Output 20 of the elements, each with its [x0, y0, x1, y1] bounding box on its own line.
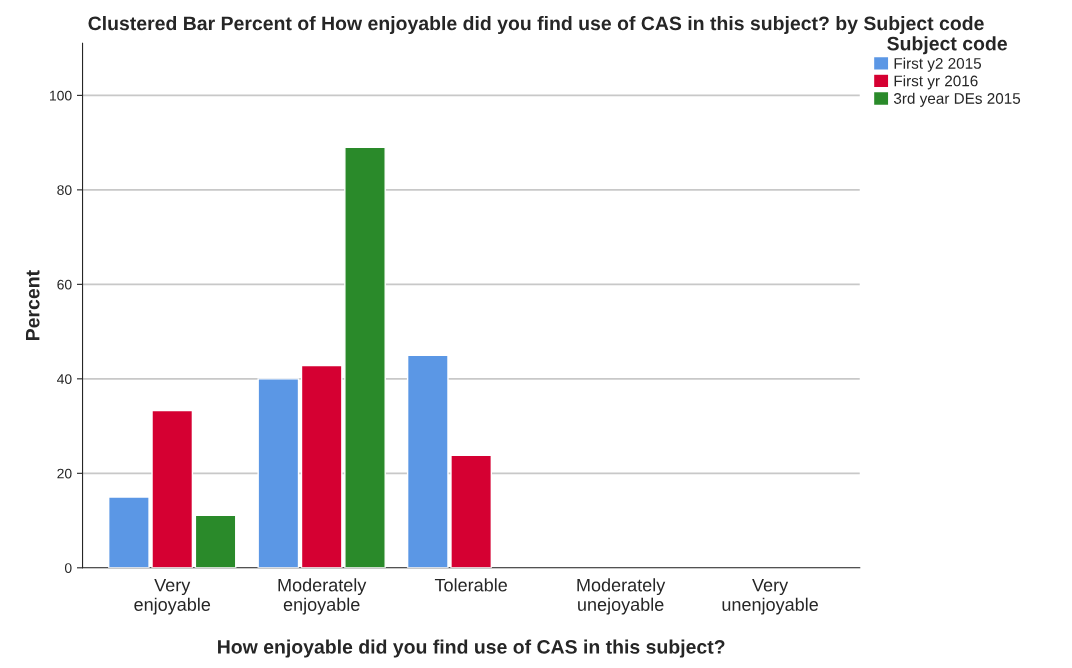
x-tick-label: Tolerable [434, 578, 507, 592]
x-axis-title: How enjoyable did you find use of CAS in this subject? [218, 639, 725, 658]
y-tick-label: 60 [57, 279, 72, 290]
bar [257, 378, 300, 568]
x-tick-label: Moderately unejoyable [577, 578, 666, 615]
chart-title: Clustered Bar Percent of How enjoyable did you find use of CAS in this subject? by Subject code [88, 15, 984, 35]
y-tick-label: 40 [57, 374, 72, 384]
legend-title: Subject code [887, 36, 1007, 55]
y-tick-label: 0 [64, 563, 72, 573]
y-tick-label: 80 [57, 185, 72, 196]
y-tick-label: 20 [57, 468, 72, 479]
bar [194, 514, 237, 568]
legend-label: 3rd year DEs 2015 [893, 92, 1021, 107]
y-tick-label: 100 [50, 90, 72, 101]
x-tick-label: Very enjoyable [134, 578, 211, 615]
legend-label: First y2 2015 [894, 57, 982, 72]
legend-label: First yr 2016 [894, 75, 978, 90]
x-tick-label: Very unenjoyable [722, 578, 818, 615]
x-tick-label: Moderately enjoyable [278, 578, 367, 615]
y-axis-title: Percent [25, 270, 40, 340]
